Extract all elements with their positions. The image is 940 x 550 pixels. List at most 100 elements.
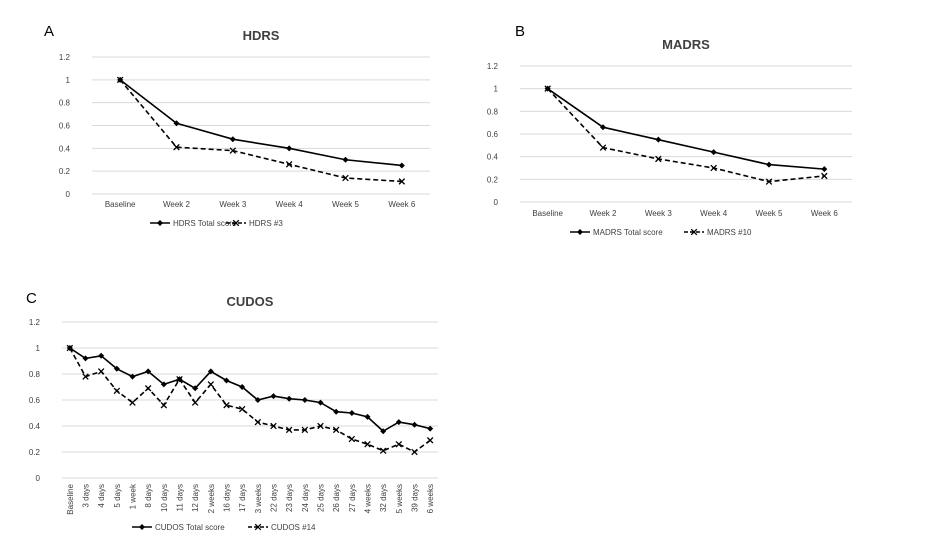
x-tick-label: 10 days xyxy=(160,484,169,512)
data-point xyxy=(600,124,606,131)
data-point xyxy=(145,368,152,375)
panel-label: A xyxy=(44,23,54,40)
data-point xyxy=(254,397,261,403)
data-point xyxy=(398,178,406,185)
data-point xyxy=(332,426,340,434)
x-tick-label: 16 days xyxy=(223,484,232,512)
x-tick-label: 2 weeks xyxy=(207,484,216,513)
data-point xyxy=(82,373,89,380)
x-tick-label: Week 6 xyxy=(811,209,839,218)
series-line-2 xyxy=(119,79,402,183)
y-tick-label: 0.4 xyxy=(59,144,71,153)
data-point xyxy=(821,172,828,180)
x-tick-label: 27 days xyxy=(348,484,357,512)
y-tick-label: 1 xyxy=(494,85,499,94)
data-point xyxy=(129,399,136,406)
data-point xyxy=(98,352,105,359)
data-point xyxy=(191,399,199,406)
y-tick-label: 0 xyxy=(66,190,71,199)
x-tick-label: Week 5 xyxy=(756,209,784,218)
data-point xyxy=(655,136,662,143)
legend-item: HDRS #3 xyxy=(226,219,283,228)
chart-title: MADRS xyxy=(662,37,710,52)
legend-marker xyxy=(232,219,240,227)
data-point xyxy=(821,166,828,173)
y-tick-label: 0.6 xyxy=(59,122,71,131)
x-tick-label: 26 days xyxy=(332,484,341,512)
data-point xyxy=(239,384,246,390)
y-tick-label: 0 xyxy=(494,198,499,207)
data-point xyxy=(286,395,293,402)
data-point xyxy=(176,375,183,383)
x-tick-label: Week 4 xyxy=(276,200,304,209)
x-tick-label: Baseline xyxy=(532,209,563,218)
data-point xyxy=(333,408,340,415)
data-point xyxy=(223,377,230,384)
data-point xyxy=(765,178,773,185)
data-point xyxy=(285,426,293,434)
x-tick-label: 3 days xyxy=(82,484,91,508)
x-tick-label: Week 3 xyxy=(645,209,673,218)
legend-label: CUDOS Total score xyxy=(155,523,225,532)
data-point xyxy=(144,385,152,392)
x-tick-label: 1 week xyxy=(129,483,138,509)
x-tick-label: 17 days xyxy=(238,484,247,512)
x-tick-label: 4 days xyxy=(97,484,106,508)
data-point xyxy=(270,393,277,400)
legend-label: HDRS Total score xyxy=(173,219,237,228)
legend-item: MADRS Total score xyxy=(570,228,663,237)
y-tick-label: 1 xyxy=(66,76,71,85)
x-tick-label: 25 days xyxy=(317,484,326,512)
x-tick-label: Week 4 xyxy=(700,209,728,218)
data-point xyxy=(411,421,418,428)
y-tick-label: 0.8 xyxy=(487,107,499,116)
data-point xyxy=(544,85,551,92)
x-tick-label: 5 days xyxy=(113,484,122,508)
x-tick-label: 23 days xyxy=(285,484,294,512)
y-tick-label: 0.6 xyxy=(487,130,499,139)
data-point xyxy=(160,381,167,388)
data-point xyxy=(207,368,214,375)
data-point xyxy=(710,164,717,172)
data-point xyxy=(223,401,230,409)
y-tick-label: 0.2 xyxy=(29,448,41,457)
y-tick-label: 0.4 xyxy=(487,153,499,162)
x-tick-label: 12 days xyxy=(191,484,200,512)
x-tick-label: 3 weeks xyxy=(254,484,263,513)
x-tick-label: 24 days xyxy=(301,484,310,512)
data-point xyxy=(301,397,308,403)
x-tick-label: Week 3 xyxy=(219,200,247,209)
legend-marker xyxy=(577,229,583,235)
data-point xyxy=(229,136,236,143)
x-tick-label: 22 days xyxy=(270,484,279,512)
legend-item: MADRS #10 xyxy=(684,228,752,237)
x-tick-label: 5 weeks xyxy=(395,484,404,513)
data-point xyxy=(173,143,180,151)
data-point xyxy=(342,174,349,182)
chart-title: CUDOS xyxy=(227,294,274,309)
data-point xyxy=(395,440,403,448)
data-point xyxy=(411,448,418,456)
data-point xyxy=(192,385,199,392)
legend-marker xyxy=(254,523,262,531)
data-point xyxy=(710,149,717,156)
x-tick-label: Baseline xyxy=(66,483,75,514)
y-tick-label: 1.2 xyxy=(59,53,71,62)
legend-marker xyxy=(690,228,698,236)
data-point xyxy=(173,120,180,127)
legend-label: CUDOS #14 xyxy=(271,523,316,532)
data-point xyxy=(285,161,293,168)
y-tick-label: 0.8 xyxy=(59,99,71,108)
legend-item: CUDOS #14 xyxy=(248,523,316,532)
x-tick-label: 32 days xyxy=(379,484,388,512)
y-tick-label: 0.8 xyxy=(29,370,41,379)
x-tick-label: 4 weeks xyxy=(364,484,373,513)
series-line-1 xyxy=(547,88,825,170)
data-point xyxy=(229,147,237,154)
legend-label: MADRS #10 xyxy=(707,228,752,237)
y-tick-label: 0.6 xyxy=(29,396,41,405)
data-point xyxy=(348,435,356,443)
data-point xyxy=(254,418,262,426)
x-tick-label: Week 5 xyxy=(332,200,360,209)
